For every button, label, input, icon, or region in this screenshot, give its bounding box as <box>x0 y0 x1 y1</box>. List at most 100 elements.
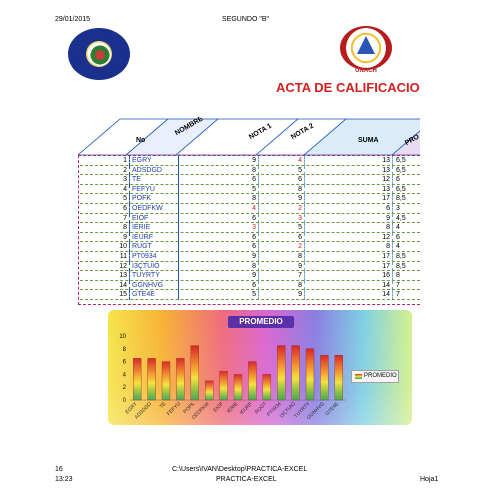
cell-suma: 12 <box>305 232 393 243</box>
table-row: 1 EGRY 9 4 13 6,5 <box>80 156 420 166</box>
footer-page-no: 16 <box>55 466 63 473</box>
cell-no: 7 <box>80 213 130 224</box>
cell-nota1: 6 <box>179 242 259 252</box>
x-tick-label: FEFYU <box>166 401 182 417</box>
bar-8 <box>248 361 257 401</box>
y-tick-label: 4 <box>123 372 127 378</box>
cell-no: 3 <box>80 175 130 185</box>
table-row: 7 EIOF 6 3 9 4,5 <box>80 213 420 224</box>
cell-nota2: 5 <box>259 223 305 233</box>
cell-nota2: 8 <box>259 252 305 262</box>
cell-suma: 13 <box>305 165 393 176</box>
footer-sheet: Hoja1 <box>420 476 439 483</box>
table-row: 11 PT0934 9 8 17 8,5 <box>80 252 420 262</box>
cell-nota1: 5 <box>179 290 259 300</box>
cell-no: 8 <box>80 223 130 233</box>
y-tick-label: 8 <box>123 347 127 353</box>
print-date: 29/01/2015 <box>55 16 91 23</box>
cell-nota1: 8 <box>179 194 259 204</box>
cell-promedio: 6,5 <box>396 157 406 164</box>
grades-table: No NOMBRE NOTA 1 NOTA 2 SUMA PRO 1 EGRY 9 4… <box>78 117 420 307</box>
bar-11 <box>291 345 300 401</box>
cell-suma: 14 <box>305 290 393 300</box>
bar-14 <box>334 355 343 401</box>
cell-no: 1 <box>80 156 130 166</box>
table-row: 5 POFK 8 9 17 8,5 <box>80 194 420 204</box>
x-tick-label: GTE4E <box>324 401 340 417</box>
cell-name: I3ÇTUIO <box>130 261 179 272</box>
bar-2 <box>161 361 171 401</box>
table-row: 8 IERIE 3 5 8 4 <box>80 223 420 233</box>
cell-suma: 6 <box>305 204 393 214</box>
x-tick-label: IEURF <box>239 401 254 416</box>
cell-name: TUYRTY <box>130 271 179 281</box>
bar-7 <box>233 374 243 401</box>
footer-time: 13:23 <box>55 476 73 483</box>
x-tick-label: EIOF <box>213 401 225 413</box>
cell-suma: 17 <box>305 194 393 204</box>
bar-3 <box>176 358 185 401</box>
cell-suma: 16 <box>305 271 393 281</box>
cell-nota1: 8 <box>179 165 259 176</box>
header-no: No <box>136 137 146 144</box>
y-tick-label: 10 <box>119 334 126 340</box>
table-body <box>78 155 420 305</box>
cell-nota1: 6 <box>179 213 259 224</box>
cell-name: OEDFKW <box>130 204 179 214</box>
cell-promedio: 4,5 <box>396 214 406 222</box>
cell-no: 11 <box>80 252 130 262</box>
table-row: 2 ADSDGD 8 5 13 6,5 <box>80 165 420 176</box>
chart-title: PROMEDIO <box>228 316 294 328</box>
cell-suma: 8 <box>305 223 393 233</box>
cell-nota2: 8 <box>259 280 305 291</box>
cell-name: FEFYU <box>130 184 179 195</box>
legend-label: PROMEDIO <box>364 373 397 379</box>
cell-nota2: 7 <box>259 271 305 281</box>
cell-nota1: 9 <box>179 156 259 166</box>
table-row: 10 RUGT 6 2 8 4 <box>80 242 420 252</box>
cell-nota2: 4 <box>259 156 305 166</box>
cell-nota1: 6 <box>179 232 259 243</box>
x-tick-label: IERIE <box>226 401 240 415</box>
y-tick-label: 2 <box>123 385 127 391</box>
cell-suma: 9 <box>305 213 393 224</box>
table-row: 4 FEFYU 5 8 13 6,5 <box>80 184 420 195</box>
cell-no: 14 <box>80 280 130 291</box>
cell-suma: 8 <box>305 242 393 252</box>
cell-no: 6 <box>80 204 130 214</box>
cell-promedio: 7 <box>396 291 400 299</box>
bar-10 <box>277 345 286 401</box>
cell-no: 5 <box>80 194 130 204</box>
cell-nota2: 2 <box>259 204 305 214</box>
y-tick-label: 0 <box>123 398 127 404</box>
cell-promedio: 4 <box>396 224 400 232</box>
cell-name: ADSDGD <box>130 165 179 176</box>
cell-name: IEURF <box>130 232 179 243</box>
cell-name: PT0934 <box>130 252 179 262</box>
cell-name: RUGT <box>130 242 179 252</box>
footer-file: PRACTICA-EXCEL <box>216 476 277 483</box>
cell-name: POFK <box>130 194 179 204</box>
bar-4 <box>190 345 199 401</box>
table-row: 14 GGNHVG 6 8 14 7 <box>80 280 420 291</box>
cell-promedio: 8,5 <box>396 195 406 203</box>
bar-12 <box>305 348 315 401</box>
section-label: SEGUNDO "B" <box>222 16 269 23</box>
cell-nota2: 9 <box>259 261 305 272</box>
cell-nota1: 5 <box>179 184 259 195</box>
cell-promedio: 7 <box>396 281 400 289</box>
cell-promedio: 8 <box>396 272 400 280</box>
cell-promedio: 6 <box>396 233 400 241</box>
footer-path: C:\Users\IVAN\Desktop\PRACTICA-EXCEL <box>172 466 308 473</box>
header-suma: SUMA <box>358 137 379 144</box>
table-row: 15 GTE4E 5 9 14 7 <box>80 290 420 300</box>
cell-nota2: 2 <box>259 242 305 252</box>
cell-name: EGRY <box>130 156 179 166</box>
cell-nota1: 6 <box>179 280 259 291</box>
cell-no: 4 <box>80 184 130 195</box>
cell-name: GGNHVG <box>130 280 179 291</box>
cell-nota2: 5 <box>259 165 305 176</box>
cell-suma: 14 <box>305 280 393 291</box>
bar-1 <box>147 358 156 401</box>
